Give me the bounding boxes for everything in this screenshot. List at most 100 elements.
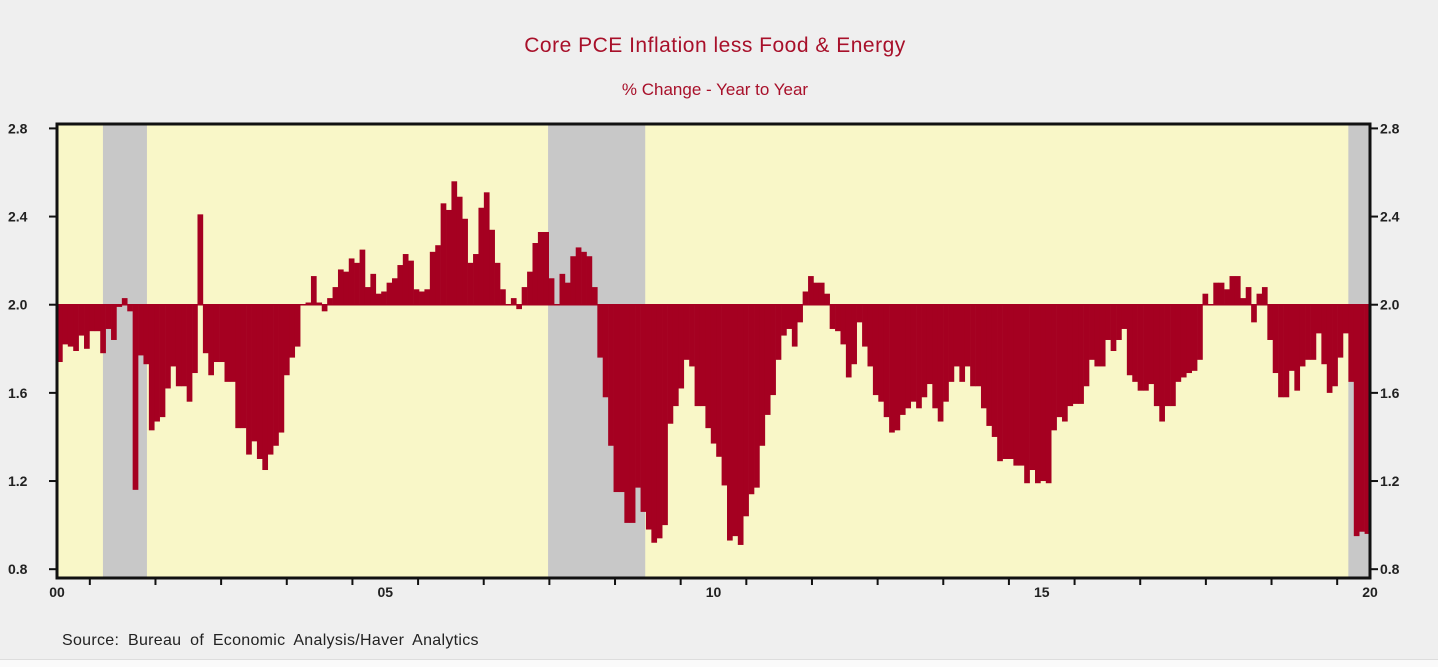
chart-title: Core PCE Inflation less Food & Energy [524, 34, 906, 57]
bar [705, 304, 712, 429]
bar [213, 304, 220, 363]
bar [138, 304, 144, 356]
bar [743, 304, 749, 517]
bar [1234, 276, 1241, 305]
bar [175, 304, 182, 387]
bar [1056, 304, 1063, 418]
bar-series [57, 181, 1371, 545]
y-tick-label-right: 0.8 [1380, 561, 1400, 577]
bar [1332, 304, 1338, 387]
bar [159, 304, 166, 418]
bar [716, 304, 722, 457]
bar [1245, 287, 1252, 305]
bar [559, 273, 566, 305]
bar [289, 304, 296, 358]
bar [645, 304, 652, 530]
bar [845, 304, 852, 378]
bar [1294, 304, 1301, 391]
bar [1148, 304, 1155, 385]
bar [435, 245, 441, 305]
bar [889, 304, 895, 433]
source-note: Source: Bureau of Economic Analysis/Have… [62, 632, 479, 649]
bar [408, 260, 414, 305]
bar [1326, 304, 1333, 393]
bar [824, 293, 830, 305]
bar [699, 304, 706, 407]
bar [1278, 304, 1284, 398]
bar [332, 287, 339, 305]
x-tick-label: 05 [377, 584, 393, 600]
y-tick-label-right: 2.8 [1380, 120, 1400, 136]
bar [413, 289, 420, 305]
bar [402, 254, 409, 305]
bar [310, 276, 317, 305]
bar [1240, 298, 1247, 305]
bar [229, 304, 236, 382]
bar [818, 282, 825, 305]
y-tick-label-left: 2.0 [8, 297, 28, 313]
bar [1348, 304, 1355, 382]
bar [591, 287, 598, 305]
bar [375, 293, 382, 305]
bar [84, 304, 90, 349]
bar [959, 304, 966, 382]
bar [348, 258, 355, 305]
bar [424, 289, 431, 305]
bar [672, 304, 679, 407]
bar [878, 304, 884, 402]
bar [1137, 304, 1144, 391]
bar [1007, 304, 1014, 459]
bar [683, 304, 690, 360]
y-tick-label-right: 2.0 [1380, 297, 1400, 313]
bar [1218, 282, 1225, 305]
bar [775, 304, 782, 360]
x-tick-label: 20 [1362, 584, 1378, 600]
bar [256, 304, 263, 459]
y-tick-label-left: 1.6 [8, 385, 28, 401]
bar [883, 304, 890, 418]
bar [1121, 304, 1128, 329]
bar [278, 304, 285, 433]
bar [737, 304, 744, 545]
bar [462, 218, 468, 305]
bar [635, 304, 641, 488]
bar [440, 203, 447, 305]
bar [1197, 304, 1203, 360]
bar [1035, 304, 1041, 484]
bar [997, 304, 1003, 462]
bar [732, 304, 739, 537]
bar [397, 265, 404, 305]
x-tick-label: 10 [706, 584, 722, 600]
bar [813, 282, 820, 305]
bar [1067, 304, 1074, 407]
bar [1283, 304, 1290, 398]
bar [1310, 304, 1317, 360]
bar [208, 304, 214, 376]
bar [770, 304, 776, 396]
bar [1072, 304, 1079, 404]
bar [527, 271, 533, 305]
bar [89, 304, 96, 332]
bar [678, 304, 685, 389]
bar [937, 304, 944, 422]
bar [116, 304, 123, 307]
bar [894, 304, 901, 431]
bar [781, 304, 787, 336]
bar [1116, 304, 1122, 340]
bar [964, 304, 971, 367]
bar [192, 304, 198, 374]
bar [343, 271, 350, 305]
bar [759, 304, 766, 446]
bar [429, 251, 436, 305]
bar [537, 231, 544, 305]
bar [986, 304, 993, 426]
bar [240, 304, 247, 429]
bar [521, 287, 528, 305]
bar [419, 291, 425, 305]
bar [246, 304, 252, 455]
bar [1213, 282, 1219, 305]
bar [451, 181, 458, 305]
bar [943, 304, 949, 402]
bar [483, 192, 490, 305]
